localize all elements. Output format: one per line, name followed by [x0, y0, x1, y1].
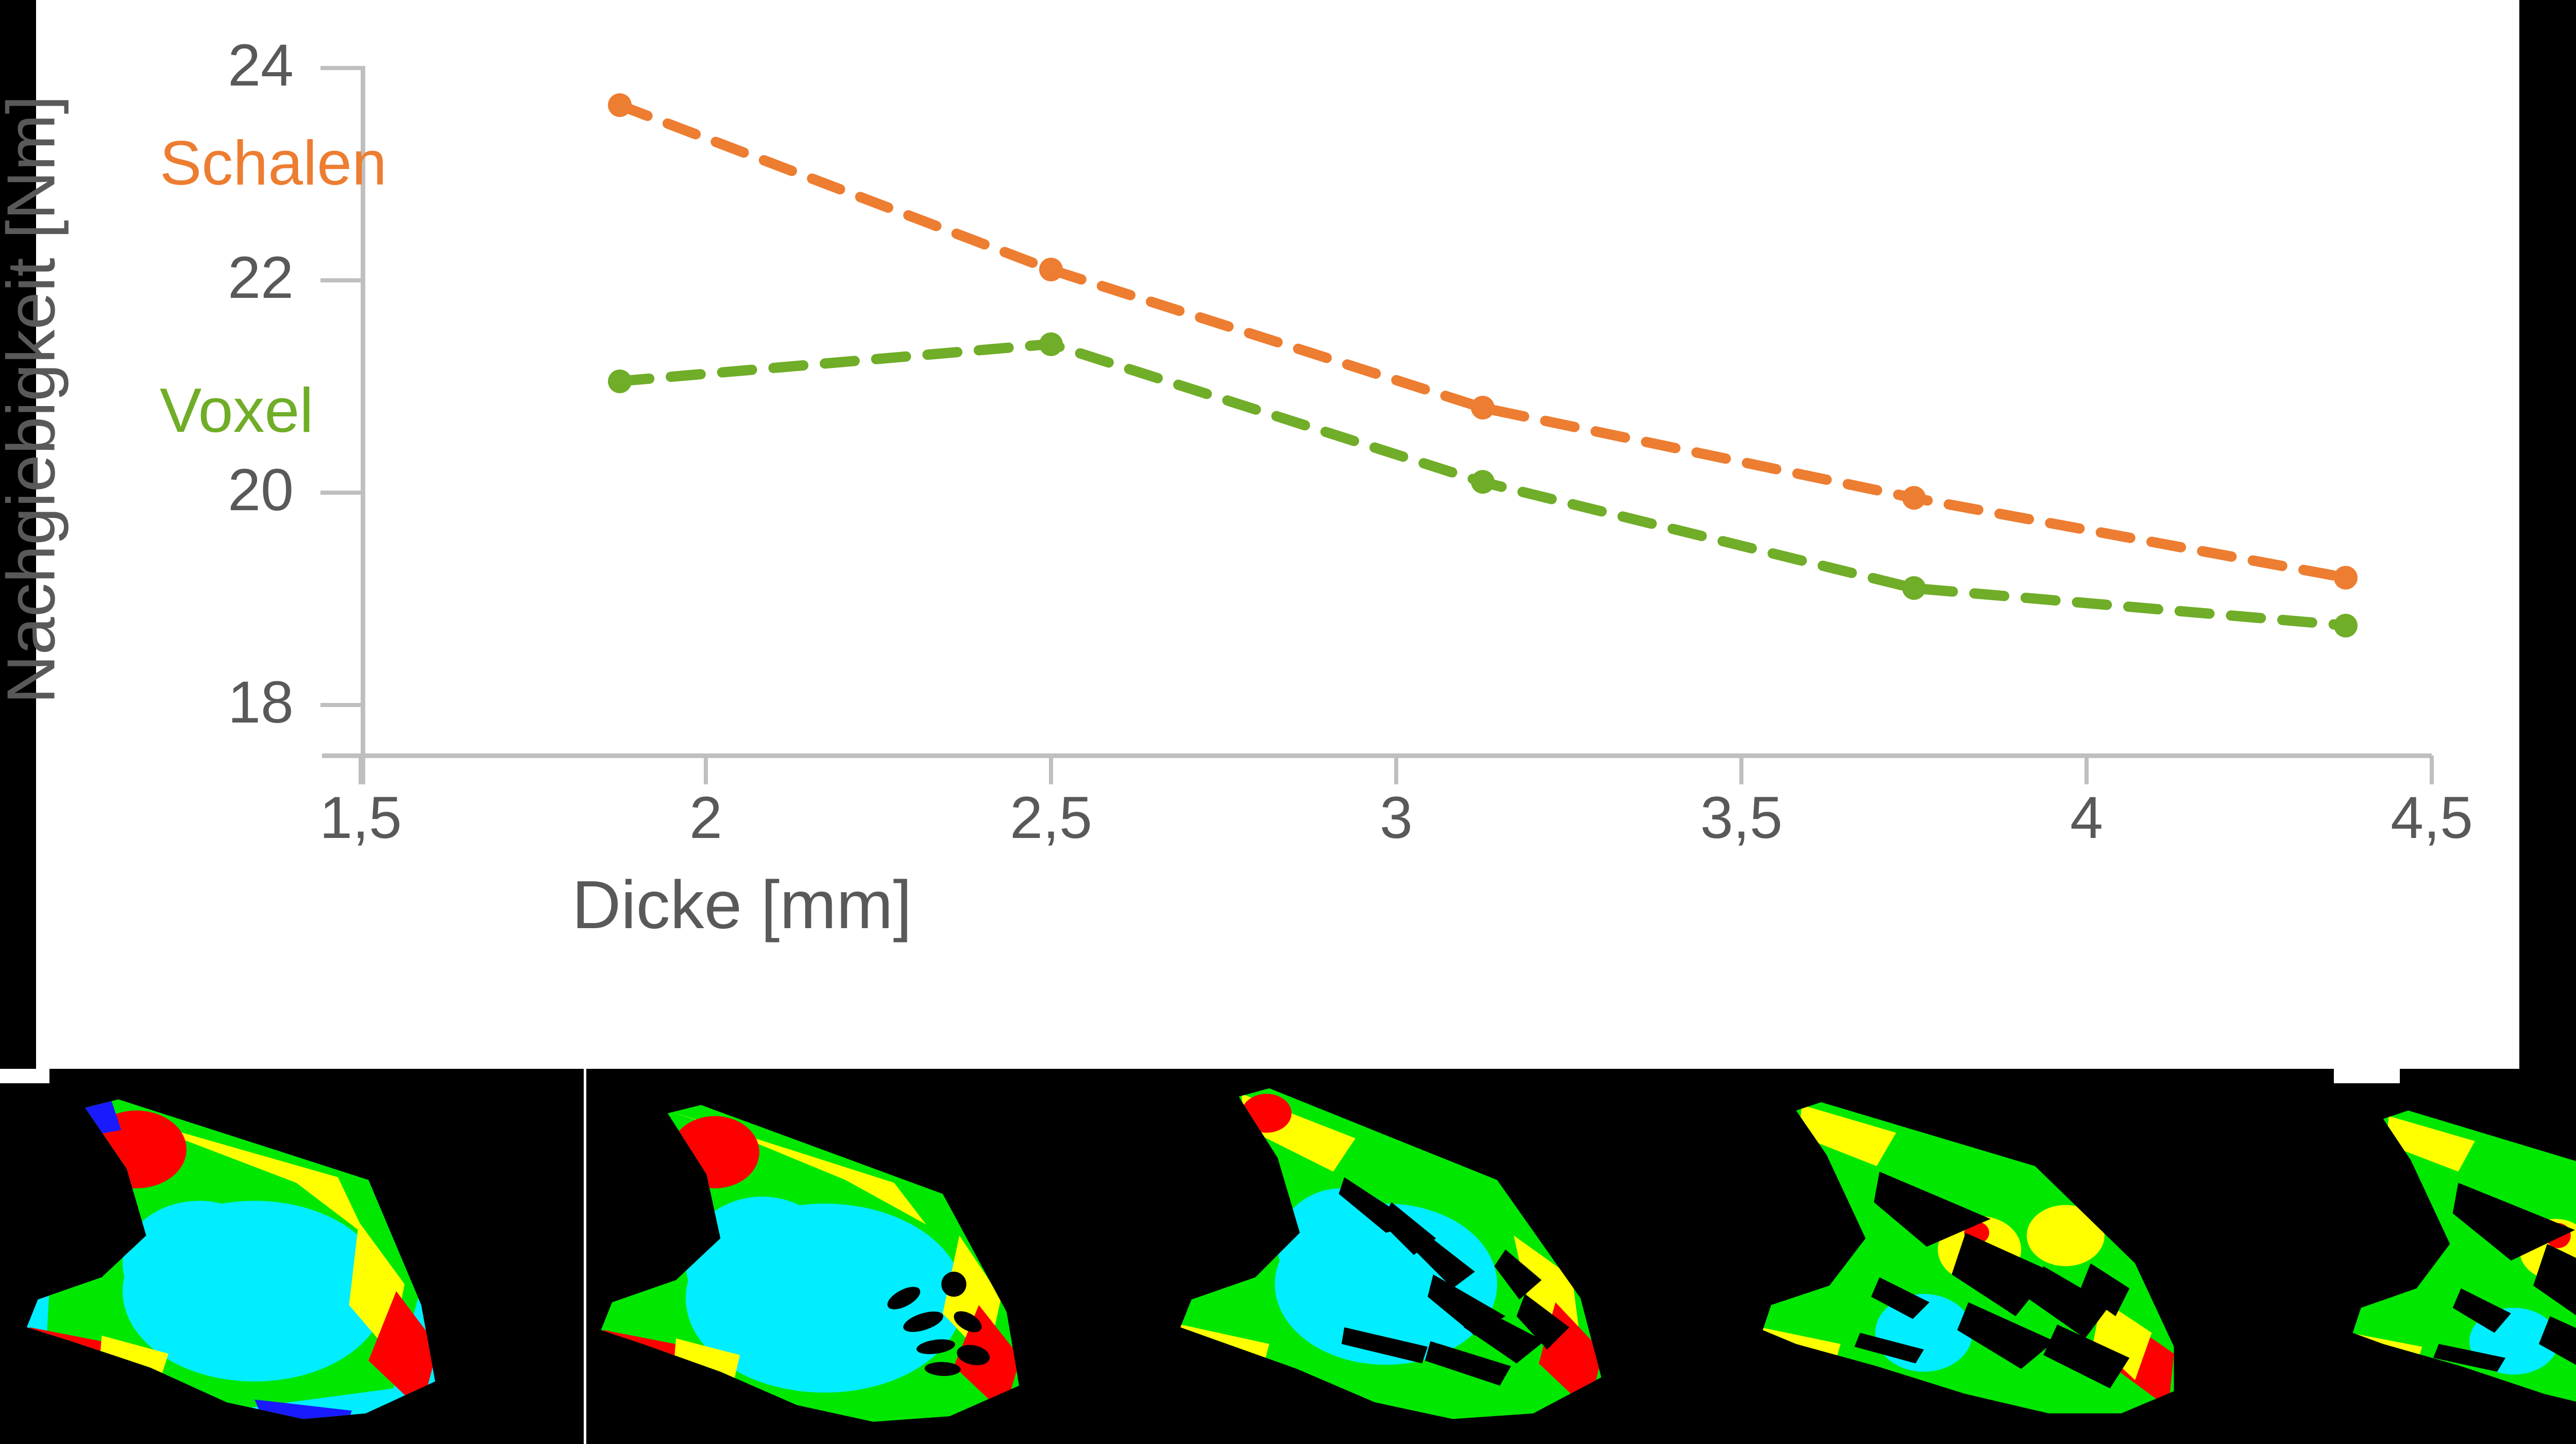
- fea-result-strip: [0, 1069, 2576, 1444]
- x-axis-title: Dicke [mm]: [572, 867, 912, 943]
- y-tick-20: [320, 491, 361, 495]
- x-tick-label-3-5: 3,5: [1700, 785, 1783, 851]
- fea-result-thickness-2[interactable]: [592, 1069, 1154, 1444]
- x-tick-2: [704, 755, 708, 784]
- x-tick-4: [2084, 755, 2089, 784]
- x-axis-line: [322, 753, 2432, 758]
- data-point-voxel-4[interactable]: [1902, 576, 1926, 600]
- data-point-schalen-3[interactable]: [1470, 396, 1495, 420]
- x-tick-label-2: 2: [689, 785, 722, 851]
- series-line-schalen: [614, 100, 2351, 583]
- data-point-schalen-2[interactable]: [1039, 258, 1063, 282]
- series-lines: [614, 100, 2351, 631]
- y-tick-24: [320, 66, 361, 70]
- x-tick-label-4: 4: [2070, 785, 2103, 851]
- series-label-schalen: Schalen: [160, 128, 387, 198]
- data-point-voxel-2[interactable]: [1039, 332, 1063, 356]
- x-tick-2-5: [1049, 755, 1053, 784]
- plot-area: 24 22 20 18 1,5 2 2,5 3 3,5 4 4,5 Nachgi…: [0, 0, 2519, 1069]
- fea-result-thickness-4[interactable]: [1752, 1069, 2318, 1444]
- fea-result-thickness-5[interactable]: [2334, 1069, 2576, 1444]
- data-point-voxel-3[interactable]: [1470, 470, 1495, 494]
- y-tick-label-20: 20: [228, 457, 294, 523]
- x-tick-1-5: [359, 755, 363, 784]
- thumb-tab-2: [584, 1069, 586, 1083]
- x-tick-label-4-5: 4,5: [2391, 785, 2473, 851]
- x-tick-label-2-5: 2,5: [1010, 785, 1092, 851]
- chart-panel: 24 22 20 18 1,5 2 2,5 3 3,5 4 4,5 Nachgi…: [0, 0, 2519, 1069]
- y-tick-18: [320, 703, 361, 707]
- fea-result-thickness-3[interactable]: [1172, 1069, 1739, 1444]
- y-axis-line: [361, 66, 365, 784]
- y-tick-label-24: 24: [228, 32, 294, 98]
- data-point-schalen-4[interactable]: [1902, 486, 1926, 510]
- x-tick-label-1-5: 1,5: [319, 785, 402, 851]
- data-point-voxel-5[interactable]: [2333, 613, 2358, 637]
- fea-result-thickness-1[interactable]: [10, 1069, 582, 1444]
- y-tick-22: [320, 278, 361, 282]
- x-tick-label-3: 3: [1380, 785, 1413, 851]
- x-tick-4-5: [2430, 755, 2434, 784]
- series-label-voxel: Voxel: [160, 375, 314, 445]
- data-point-schalen-5[interactable]: [2333, 565, 2358, 590]
- data-point-schalen-1[interactable]: [607, 93, 632, 117]
- x-tick-3: [1394, 755, 1398, 784]
- x-tick-3-5: [1739, 755, 1743, 784]
- data-point-voxel-1[interactable]: [607, 369, 632, 393]
- y-tick-label-18: 18: [228, 669, 294, 735]
- thumb-tab-5: [2334, 1069, 2400, 1083]
- thumb-tab-1: [0, 1069, 49, 1083]
- y-tick-label-22: 22: [228, 245, 294, 311]
- thumbnail-divider: [584, 1069, 586, 1444]
